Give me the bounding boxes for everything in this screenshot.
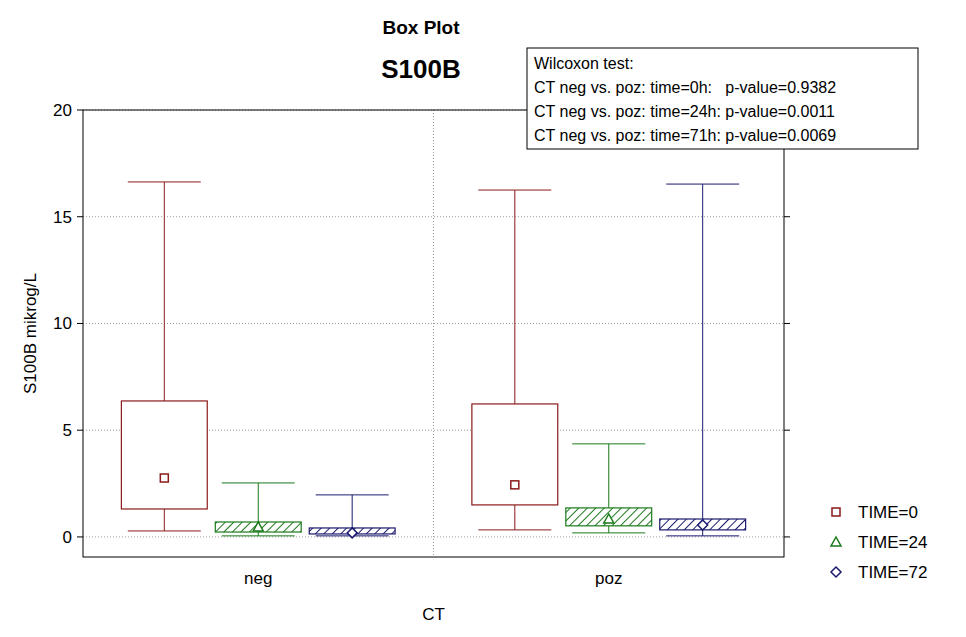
whisker-cap [572,443,645,444]
legend-label: TIME=72 [858,563,927,582]
subtitle: S100B [381,54,461,84]
annotation-text: Wilcoxon test: [534,55,634,72]
whisker-cap [316,494,389,495]
box [660,519,746,530]
annotation-box [527,48,918,149]
legend-label: TIME=0 [858,503,918,522]
median [160,474,168,482]
tick-label: 5 [63,421,72,440]
whisker-cap [666,184,739,185]
whisker [514,505,515,530]
legend-marker [831,567,841,577]
tick [784,323,790,324]
tick-label: 20 [53,101,72,120]
whisker [608,526,609,533]
tick [77,323,83,324]
tick [77,536,83,537]
chart: Box Plot S100B 0 5 10 15 20 neg poz CT S100B mikro… [0,0,966,637]
whisker-cap [128,181,201,182]
whisker-cap [572,532,645,533]
whisker-cap [222,535,295,536]
whisker [702,184,703,519]
annotation-text: CT neg vs. poz: time=24h: p-value=0.0011 [534,103,835,120]
legend: TIME=0 TIME=24 TIME=72 [831,503,927,582]
title: Box Plot [382,17,460,38]
tick [77,430,83,431]
annotation-text: CT neg vs. poz: time=0h: p-value=0.9382 [534,79,836,96]
category-label: neg [244,569,272,588]
tick [784,430,790,431]
whisker [164,182,165,401]
divider [433,110,434,557]
tick [77,216,83,217]
whisker [514,190,515,404]
whisker-cap [128,530,201,531]
median [604,514,614,523]
box [472,404,558,505]
median [698,520,708,530]
frame [83,110,784,557]
tick-label: 0 [63,528,72,547]
median [253,522,263,531]
whisker-cap [478,529,551,530]
tick [784,536,790,537]
whisker [164,509,165,531]
tick-label: 15 [53,208,72,227]
tick-label: 10 [53,314,72,333]
box [566,508,652,526]
plot-area [83,110,784,557]
box [215,522,301,532]
legend-label: TIME=24 [858,533,927,552]
whisker [258,483,259,522]
data-group [121,182,745,538]
annotation: Wilcoxon test: CT neg vs. poz: time=0h: p… [527,48,918,149]
median [347,528,357,538]
whisker-cap [478,190,551,191]
grid-line [83,216,784,217]
legend-marker [832,508,840,516]
category-label: poz [595,569,622,588]
tick [784,216,790,217]
y-label: S100B mikrog/L [21,273,40,394]
median [511,481,519,489]
whisker-cap [222,482,295,483]
whisker [352,495,353,528]
whisker [608,444,609,508]
whisker-cap [666,535,739,536]
tick [77,110,83,111]
box [121,401,207,509]
x-label: CT [422,605,445,624]
legend-marker [831,537,841,546]
annotation-text: CT neg vs. poz: time=71h: p-value=0.0069 [534,127,836,144]
